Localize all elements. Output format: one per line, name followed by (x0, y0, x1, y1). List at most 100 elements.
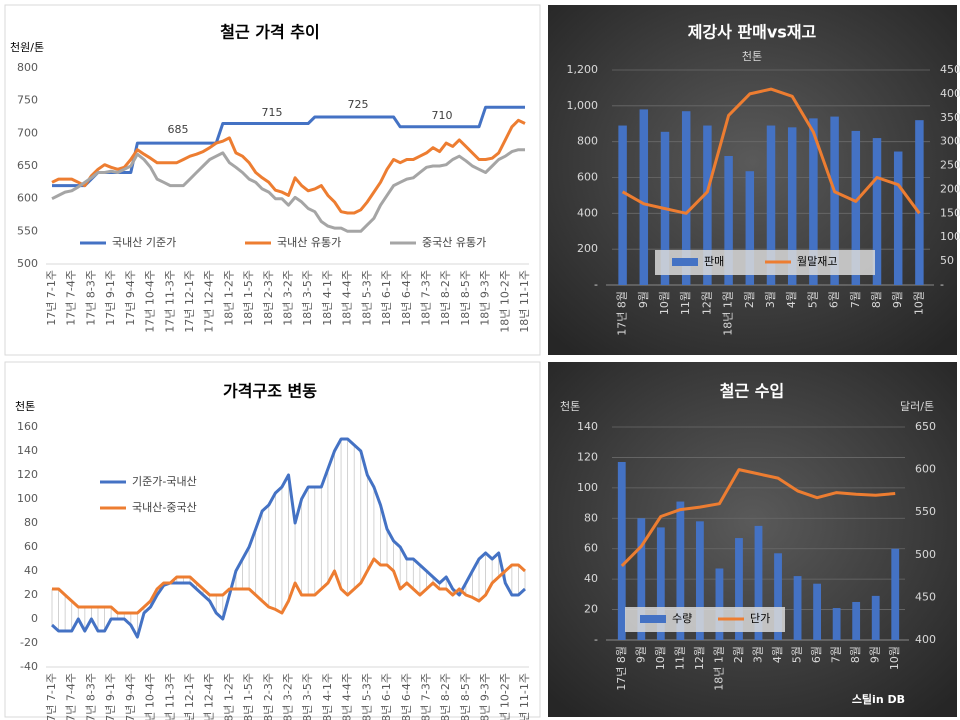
legend-label: 중국산 유통가 (422, 236, 486, 249)
legend-label: 국내산-중국산 (132, 501, 197, 514)
x-tick-label: 11월 (679, 291, 692, 315)
x-tick-label: 4월 (785, 291, 798, 308)
bar (639, 109, 649, 286)
y-tick-label: 1,200 (567, 63, 599, 76)
bar (871, 595, 880, 640)
line (52, 557, 527, 615)
panel (4, 4, 541, 356)
y-tick-label: 60 (584, 542, 598, 555)
legend-label: 판매 (704, 255, 724, 268)
y-tick-label: 140 (577, 420, 598, 433)
x-tick-label: 18년 9-3주 (479, 270, 492, 326)
x-tick-label: 17년 12-4주 (203, 270, 216, 333)
line (51, 148, 525, 233)
x-tick-label: 17년 11-3주 (163, 673, 176, 720)
x-tick-label: 18년 4-1주 (321, 673, 334, 720)
bar (832, 608, 841, 640)
y2-tick-label: 400 (915, 633, 936, 646)
y2-tick-label: 50 (940, 254, 954, 267)
x-tick-label: 17년 12-1주 (183, 673, 196, 720)
x-tick-label: 9월 (634, 646, 647, 663)
annotation: 725 (348, 98, 369, 111)
bar (715, 568, 724, 640)
x-tick-label: 5월 (806, 291, 819, 308)
y-tick-label: 100 (17, 492, 38, 505)
bar (830, 116, 839, 285)
y2-tick-label: 200 (940, 182, 960, 195)
bar (637, 518, 646, 640)
y2-tick-label: 600 (915, 463, 936, 476)
x-tick-label: 18년 11-1주 (518, 270, 531, 333)
legend-label: 월말재고 (797, 255, 837, 268)
legend-label: 단가 (750, 612, 770, 625)
bar (681, 111, 691, 285)
bar (676, 501, 685, 640)
x-tick-label: 6월 (810, 646, 823, 663)
y-tick-label: 800 (17, 61, 38, 74)
line (620, 468, 896, 567)
x-tick-label: 18년 3-2주 (282, 673, 295, 720)
x-tick-label: 17년 12-1주 (183, 270, 196, 333)
y-axis-label: 천톤 (560, 399, 580, 413)
x-tick-label: 4월 (771, 646, 784, 663)
x-tick-label: 10월 (912, 291, 925, 315)
y-tick-label: 500 (17, 257, 38, 270)
bar (851, 130, 861, 285)
x-tick-label: 18년 4-4주 (341, 673, 354, 720)
y-tick-label: 20 (24, 588, 38, 601)
x-tick-label: 18년 1-2주 (222, 673, 235, 720)
logo: 스틸in DB (852, 693, 905, 706)
x-tick-label: 18년 4-4주 (341, 270, 354, 326)
y-tick-label: - (594, 633, 598, 646)
bar (617, 461, 626, 640)
chart-title: 제강사 판매vs재고 (688, 23, 817, 42)
y-tick-label: 20 (584, 603, 598, 616)
x-tick-label: 18년 2-3주 (262, 270, 275, 326)
x-tick-label: 18년 8-2주 (439, 673, 452, 720)
x-tick-label: 17년 9-1주 (104, 270, 117, 326)
y-tick-label: 120 (577, 450, 598, 463)
y2-axis-label: 달러/톤 (900, 400, 934, 413)
bar (809, 118, 818, 285)
x-tick-label: 18년 3-2주 (282, 270, 295, 326)
y-tick-label: -20 (20, 636, 38, 649)
y2-tick-label: 500 (915, 548, 936, 561)
x-tick-label: 8월 (849, 646, 862, 663)
bar (703, 125, 712, 286)
bar (774, 553, 782, 640)
y2-tick-label: - (940, 278, 944, 291)
y-tick-label: 80 (24, 516, 38, 529)
line (621, 87, 921, 215)
x-tick-label: 18년 1월 (712, 646, 725, 691)
x-tick-label: 18년 7-3주 (419, 270, 432, 326)
x-tick-label: 3월 (752, 646, 765, 663)
annotation: 710 (432, 109, 453, 122)
x-tick-label: 18년 10-2주 (498, 673, 511, 720)
chart-title: 철근 가격 추이 (220, 23, 319, 42)
x-tick-label: 10월 (654, 646, 667, 670)
x-tick-label: 18년 8-5주 (459, 673, 472, 720)
y-axis-label: 천톤 (15, 399, 35, 413)
legend-label: 기준가-국내산 (132, 475, 197, 488)
bar (891, 548, 900, 640)
line (51, 118, 526, 215)
bar (787, 127, 797, 285)
x-tick-label: 18년 6-4주 (400, 270, 413, 326)
line (50, 437, 527, 639)
x-tick-label: 18년 5-3주 (360, 270, 373, 326)
bar (754, 525, 763, 640)
x-tick-label: 9월 (891, 291, 904, 308)
y-tick-label: 40 (24, 564, 38, 577)
bar (813, 583, 822, 640)
legend-swatch (672, 258, 698, 266)
y-tick-label: 600 (17, 192, 38, 205)
y-tick-label: 0 (31, 612, 38, 625)
y2-tick-label: 650 (915, 420, 936, 433)
x-tick-label: 18년 1-5주 (242, 270, 255, 326)
x-tick-label: 5월 (791, 646, 804, 663)
x-tick-label: 10월 (888, 646, 901, 670)
bar (915, 120, 924, 286)
x-tick-label: 18년 9-3주 (479, 673, 492, 720)
y-tick-label: 40 (584, 572, 598, 585)
